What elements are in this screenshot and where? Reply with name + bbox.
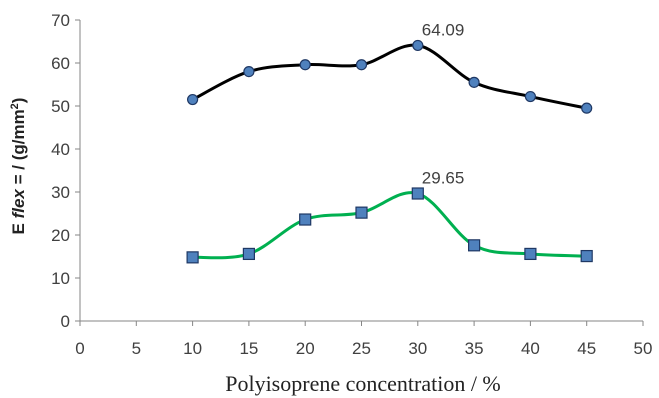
- series-2: [186, 187, 593, 264]
- y-tick-labels: 0 10 20 30 40 50 60 70: [51, 11, 80, 331]
- data-point: [299, 59, 311, 71]
- series-layer: [186, 39, 593, 264]
- y-tick-label: 20: [51, 226, 70, 245]
- y-axis-title-part: E: [9, 218, 28, 234]
- x-tick-label: 0: [75, 339, 84, 358]
- annotations: 64.09 29.65: [422, 20, 465, 187]
- x-axis-title: Polyisoprene concentration / %: [225, 371, 501, 396]
- x-tick-label: 30: [408, 339, 427, 358]
- x-tick-label: 10: [183, 339, 202, 358]
- data-point: [524, 90, 537, 103]
- x-tick-label: 5: [132, 339, 141, 358]
- y-tick-label: 40: [51, 140, 70, 159]
- data-point: [187, 93, 199, 106]
- data-point: [468, 239, 481, 252]
- data-point: [243, 65, 255, 78]
- y-tick-label: 60: [51, 54, 70, 73]
- data-point: [299, 213, 312, 226]
- y-axis-title-part: = / (g/mm: [9, 109, 28, 189]
- x-tick-label: 40: [521, 339, 540, 358]
- data-label: 29.65: [422, 169, 465, 188]
- y-tick-label: 70: [51, 11, 70, 30]
- series-line: [191, 43, 589, 110]
- data-point: [524, 247, 537, 261]
- y-tick-label: 50: [51, 97, 70, 116]
- series-line: [191, 191, 589, 260]
- data-point: [581, 102, 593, 114]
- data-point: [412, 39, 424, 52]
- y-tick-label: 30: [51, 183, 70, 202]
- y-axis-title: E flex = / (g/mm2): [9, 98, 28, 235]
- x-tick-label: 50: [634, 339, 653, 358]
- data-point: [580, 249, 593, 263]
- x-tick-label: 15: [239, 339, 258, 358]
- y-axis-title-part: 2: [9, 103, 21, 109]
- y-axis-title-part: flex: [9, 188, 28, 219]
- x-tick-label: 45: [577, 339, 596, 358]
- data-point: [355, 206, 368, 219]
- data-point: [186, 251, 199, 264]
- y-tick-label: 10: [51, 269, 70, 288]
- data-label: 64.09: [422, 20, 465, 39]
- y-axis-title-part: ): [9, 98, 28, 104]
- x-tick-label: 20: [296, 339, 315, 358]
- x-tick-label: 35: [465, 339, 484, 358]
- x-tick-label: 25: [352, 339, 371, 358]
- y-tick-label: 0: [61, 312, 70, 331]
- data-point: [242, 247, 255, 261]
- data-point: [411, 187, 424, 200]
- data-point: [468, 76, 480, 88]
- data-point: [355, 59, 368, 71]
- x-tick-labels: 0 5 10 15 20 25 30 35 40 45 50: [75, 321, 652, 358]
- series-1: [187, 39, 593, 114]
